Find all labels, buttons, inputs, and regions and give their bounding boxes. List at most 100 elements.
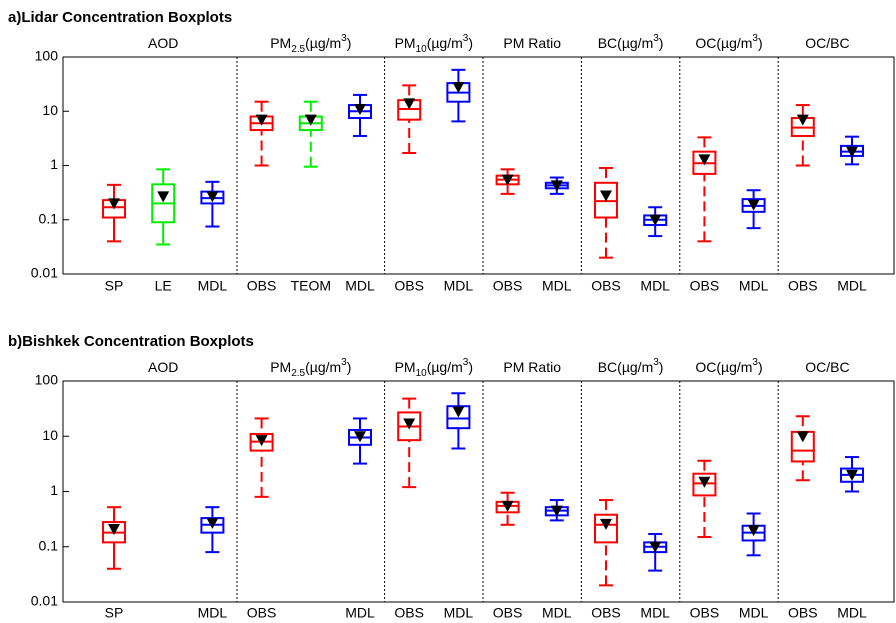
group-label-part: OC/BC (805, 35, 849, 51)
box (692, 472, 717, 497)
group-label: OC/BC (805, 35, 849, 51)
mean-marker (501, 500, 514, 512)
y-tick-label: 1 (50, 482, 58, 498)
x-tick-label: MDL (739, 278, 769, 294)
group-label-part: 3 (752, 33, 758, 44)
group-label-part: 3 (341, 33, 347, 44)
group-label: PM2.5(µg/m3) (270, 357, 351, 379)
x-tick-label: OBS (690, 278, 720, 294)
mean-marker (846, 146, 858, 158)
mean-marker (304, 114, 317, 126)
mean-marker (550, 180, 563, 192)
mean-marker (649, 214, 662, 226)
group-label-part: PM (270, 359, 291, 375)
x-tick-label: MDL (837, 605, 867, 621)
plot-frame (62, 56, 895, 275)
x-tick-label: MDL (739, 605, 769, 621)
x-tick-label: SP (105, 278, 124, 294)
group-label-part: PM (270, 35, 291, 51)
group-label: PM Ratio (503, 35, 561, 51)
group-label: OC(µg/m3) (695, 33, 762, 51)
group-label-part: OC(µg/m (695, 35, 752, 51)
group-label-part: ) (758, 359, 763, 375)
x-tick-label: OBS (394, 605, 424, 621)
y-tick-label: 100 (35, 48, 59, 64)
box (446, 405, 471, 430)
mean-marker (649, 541, 662, 553)
group-label-part: 3 (653, 357, 659, 368)
x-tick-label: OBS (394, 278, 424, 294)
y-tick-label: 10 (42, 427, 58, 443)
group-label-part: 3 (463, 357, 469, 368)
group-label: BC(µg/m3) (598, 33, 664, 51)
x-tick-label: MDL (444, 278, 474, 294)
group-label-part: 10 (416, 368, 428, 379)
y-tick-label: 10 (42, 102, 58, 118)
group-label-part: AOD (148, 35, 178, 51)
group-label-part: 3 (653, 33, 659, 44)
panel-title: b)Bishkek Concentration Boxplots (8, 333, 254, 350)
group-label: OC(µg/m3) (695, 357, 762, 375)
group-label-part: BC(µg/m (598, 359, 654, 375)
group-label-part: (µg/m (427, 359, 463, 375)
mean-marker (600, 190, 612, 202)
mean-marker (403, 98, 416, 110)
x-tick-label: OBS (247, 278, 277, 294)
x-tick-label: SP (105, 605, 124, 621)
mean-marker (403, 418, 416, 430)
x-tick-label: OBS (493, 605, 523, 621)
mean-marker (206, 191, 219, 203)
mean-marker (157, 191, 170, 203)
x-tick-label: OBS (591, 278, 621, 294)
group-label-part: (µg/m (305, 359, 341, 375)
mean-marker (354, 431, 366, 443)
mean-marker (354, 104, 366, 116)
group-label-part: ) (347, 35, 352, 51)
group-label: AOD (148, 359, 178, 375)
group-label-part: (µg/m (305, 35, 341, 51)
group-label-part: PM (395, 35, 416, 51)
x-tick-label: MDL (542, 278, 572, 294)
x-tick-label: MDL (345, 278, 375, 294)
box (594, 181, 618, 219)
mean-marker (796, 431, 809, 443)
x-tick-label: OBS (247, 605, 277, 621)
mean-marker (108, 198, 120, 210)
group-label-part: 3 (341, 357, 347, 368)
group-label: PM10(µg/m3) (395, 357, 473, 379)
group-label: BC(µg/m3) (598, 357, 664, 375)
group-label-part: ) (758, 35, 763, 51)
y-tick-label: 0.1 (39, 210, 59, 226)
group-label: PM2.5(µg/m3) (270, 33, 351, 55)
y-tick-label: 100 (35, 372, 59, 388)
x-tick-label: OBS (788, 278, 818, 294)
x-tick-label: MDL (198, 278, 228, 294)
mean-marker (452, 406, 465, 418)
group-label-part: ) (659, 359, 664, 375)
y-tick-label: 0.01 (31, 593, 58, 609)
group-label-part: OC/BC (805, 359, 849, 375)
group-label-part: 3 (463, 33, 469, 44)
x-tick-label: OBS (493, 278, 523, 294)
mean-marker (255, 114, 268, 126)
plot-frame (62, 380, 895, 603)
group-label: PM Ratio (503, 359, 561, 375)
group-label-part: PM Ratio (503, 359, 561, 375)
box (594, 513, 618, 544)
group-label-part: ) (468, 359, 473, 375)
group-label-part: OC(µg/m (695, 359, 752, 375)
group-label-part: PM (395, 359, 416, 375)
x-tick-label: OBS (591, 605, 621, 621)
group-label-part: ) (468, 35, 473, 51)
group-label-part: 3 (752, 357, 758, 368)
x-tick-label: MDL (345, 605, 375, 621)
mean-marker (747, 525, 760, 537)
mean-marker (108, 523, 120, 535)
y-tick-label: 0.01 (31, 265, 58, 281)
group-label-part: 10 (416, 44, 428, 55)
x-tick-label: LE (155, 278, 172, 294)
group-label: AOD (148, 35, 178, 51)
y-tick-label: 1 (50, 156, 58, 172)
group-label-part: BC(µg/m (598, 35, 654, 51)
